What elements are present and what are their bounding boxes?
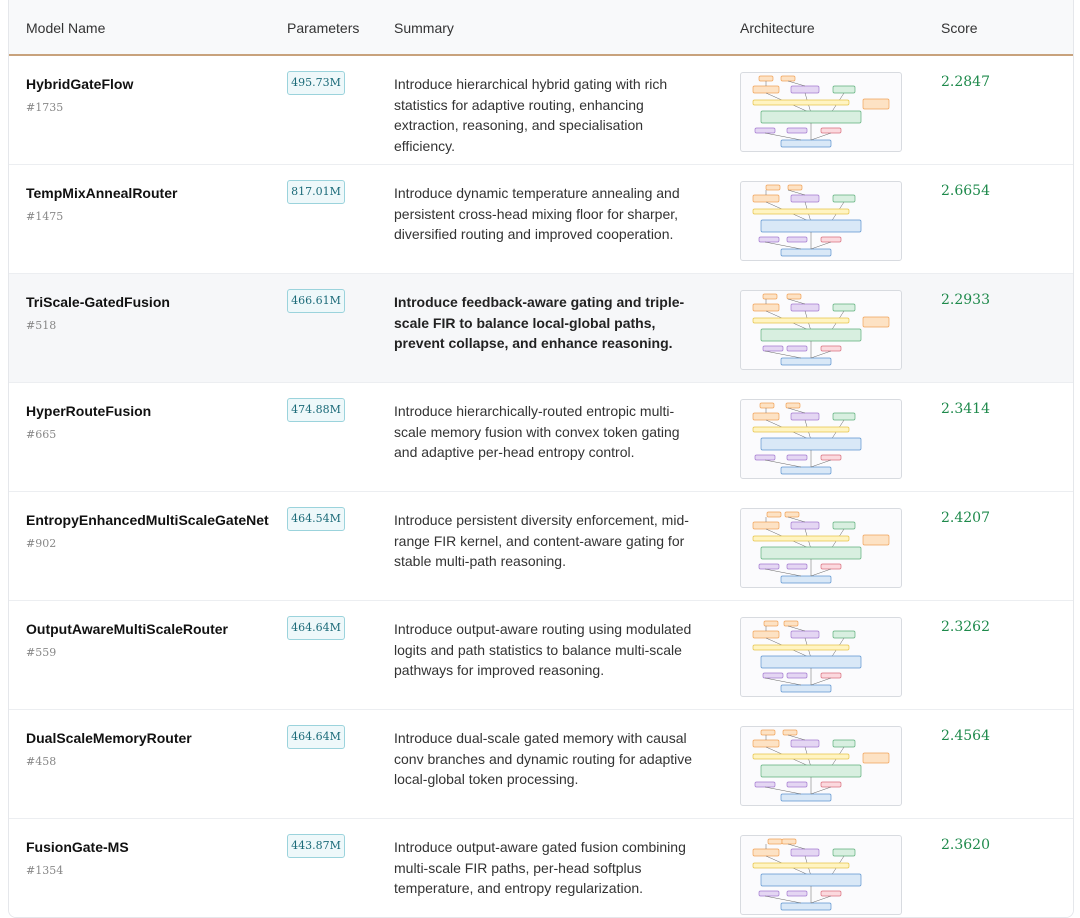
- parameters-badge: 466.61M: [287, 289, 345, 313]
- model-id: #1735: [26, 101, 64, 114]
- model-id: #518: [26, 319, 57, 332]
- score-value: 2.4564: [941, 728, 990, 744]
- parameters-badge: 464.64M: [287, 725, 345, 749]
- table-row[interactable]: HyperRouteFusion #665 474.88M Introduce …: [9, 383, 1073, 492]
- score-value: 2.4207: [941, 510, 990, 526]
- header-score[interactable]: Score: [941, 20, 978, 36]
- model-name[interactable]: TempMixAnnealRouter: [26, 185, 178, 201]
- score-value: 2.3262: [941, 619, 990, 635]
- model-name[interactable]: OutputAwareMultiScaleRouter: [26, 621, 228, 637]
- architecture-thumbnail[interactable]: [740, 181, 902, 261]
- model-name[interactable]: HybridGateFlow: [26, 76, 134, 92]
- parameters-badge: 817.01M: [287, 180, 345, 204]
- header-model-name[interactable]: Model Name: [26, 20, 106, 36]
- model-id: #559: [26, 646, 57, 659]
- score-value: 2.3620: [941, 837, 990, 853]
- models-table: Model Name Parameters Summary Architectu…: [8, 0, 1074, 918]
- table-row[interactable]: DualScaleMemoryRouter #458 464.64M Intro…: [9, 710, 1073, 819]
- model-name[interactable]: HyperRouteFusion: [26, 403, 152, 419]
- parameters-badge: 443.87M: [287, 834, 345, 858]
- model-id: #458: [26, 755, 57, 768]
- architecture-thumbnail[interactable]: [740, 290, 902, 370]
- score-value: 2.3414: [941, 401, 990, 417]
- summary-text: Introduce output-aware gated fusion comb…: [394, 839, 686, 896]
- table-row[interactable]: OutputAwareMultiScaleRouter #559 464.64M…: [9, 601, 1073, 710]
- architecture-thumbnail[interactable]: [740, 617, 902, 697]
- header-architecture[interactable]: Architecture: [740, 20, 815, 36]
- header-parameters[interactable]: Parameters: [287, 20, 360, 36]
- table-header: Model Name Parameters Summary Architectu…: [9, 0, 1073, 56]
- architecture-thumbnail[interactable]: [740, 726, 902, 806]
- architecture-thumbnail[interactable]: [740, 508, 902, 588]
- model-name[interactable]: DualScaleMemoryRouter: [26, 730, 192, 746]
- summary-text: Introduce persistent diversity enforceme…: [394, 512, 689, 569]
- model-id: #665: [26, 428, 57, 441]
- summary-text: Introduce dual-scale gated memory with c…: [394, 730, 693, 787]
- architecture-thumbnail[interactable]: [740, 72, 902, 152]
- table-row[interactable]: HybridGateFlow #1735 495.73M Introduce h…: [9, 56, 1073, 165]
- parameters-badge: 495.73M: [287, 71, 345, 95]
- summary-text: Introduce dynamic temperature annealing …: [394, 185, 680, 242]
- summary-text: Introduce hierarchically-routed entropic…: [394, 403, 680, 460]
- architecture-thumbnail[interactable]: [740, 835, 902, 915]
- table-row[interactable]: TempMixAnnealRouter #1475 817.01M Introd…: [9, 165, 1073, 274]
- parameters-badge: 474.88M: [287, 398, 345, 422]
- summary-text: Introduce output-aware routing using mod…: [394, 621, 692, 678]
- parameters-badge: 464.64M: [287, 616, 345, 640]
- model-name[interactable]: TriScale-GatedFusion: [26, 294, 170, 310]
- model-name[interactable]: EntropyEnhancedMultiScaleGateNet: [26, 512, 269, 528]
- summary-text: Introduce hierarchical hybrid gating wit…: [394, 76, 668, 154]
- header-summary[interactable]: Summary: [394, 20, 454, 36]
- score-value: 2.2847: [941, 74, 990, 90]
- table-row[interactable]: FusionGate-MS #1354 443.87M Introduce ou…: [9, 819, 1073, 917]
- summary-text: Introduce feedback-aware gating and trip…: [394, 294, 685, 351]
- model-id: #1354: [26, 864, 64, 877]
- model-id: #1475: [26, 210, 64, 223]
- model-name[interactable]: FusionGate-MS: [26, 839, 129, 855]
- score-value: 2.6654: [941, 183, 990, 199]
- parameters-badge: 464.54M: [287, 507, 345, 531]
- table-row[interactable]: EntropyEnhancedMultiScaleGateNet #902 46…: [9, 492, 1073, 601]
- score-value: 2.2933: [941, 292, 990, 308]
- table-row[interactable]: TriScale-GatedFusion #518 466.61M Introd…: [9, 274, 1073, 383]
- model-id: #902: [26, 537, 57, 550]
- architecture-thumbnail[interactable]: [740, 399, 902, 479]
